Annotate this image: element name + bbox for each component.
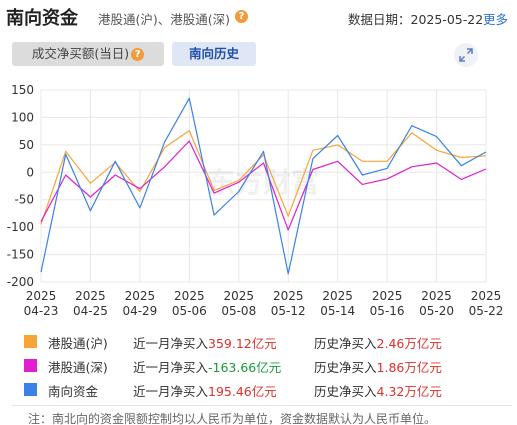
x-tick-date: 04-25: [73, 304, 108, 318]
tab-south-history[interactable]: 南向历史: [172, 42, 256, 66]
legend-month: 近一月净买入-163.66亿元: [133, 360, 282, 375]
header: 南向资金 港股通(沪)、港股通(深) ? 数据日期：2025-05-22 更多: [0, 0, 517, 34]
legend: 港股通(沪) 近一月净买入359.12亿元 历史净买入2.46万亿元 港股通(深…: [12, 329, 512, 401]
footnote: 注：南北向的资金限额控制均以人民币为单位，资金数据默认为人民币单位。: [28, 412, 437, 425]
y-tick-label: -50: [14, 193, 34, 207]
y-tick-label: 0: [26, 165, 34, 179]
x-tick-date: 05-06: [172, 304, 207, 318]
more-link[interactable]: 更多: [483, 12, 509, 27]
series-line: [40, 97, 487, 275]
y-tick-label: -150: [7, 248, 34, 262]
legend-month: 近一月净买入195.46亿元: [133, 384, 277, 399]
expand-button[interactable]: [454, 43, 478, 67]
watermark: 东方财富: [207, 166, 319, 199]
legend-row-shen: 港股通(深) 近一月净买入-163.66亿元 历史净买入1.86万亿元: [12, 353, 512, 377]
x-tick-date: 05-12: [271, 304, 306, 318]
y-tick-label: 50: [19, 138, 34, 152]
x-tick-year: 2025: [224, 289, 255, 303]
south-flow-chart: 150100500-50-100-150-200202504-23202504-…: [7, 83, 504, 318]
divider: [12, 405, 512, 406]
x-tick-year: 2025: [471, 289, 502, 303]
legend-swatch: [24, 359, 37, 372]
legend-swatch: [24, 383, 37, 396]
page-title: 南向资金: [6, 8, 78, 29]
x-tick-date: 05-08: [221, 304, 256, 318]
expand-icon: [459, 48, 473, 62]
x-tick-date: 05-16: [370, 304, 405, 318]
x-tick-date: 05-14: [320, 304, 355, 318]
y-tick-label: 150: [11, 83, 34, 97]
legend-swatch: [24, 335, 37, 348]
data-date: 数据日期：2025-05-22: [348, 12, 484, 27]
legend-name: 港股通(沪): [48, 336, 108, 351]
x-tick-year: 2025: [125, 289, 156, 303]
legend-row-south: 南向资金 近一月净买入195.46亿元 历史净买入4.32万亿元: [12, 377, 512, 401]
x-tick-date: 05-20: [419, 304, 454, 318]
x-tick-year: 2025: [174, 289, 205, 303]
legend-name: 南向资金: [48, 384, 99, 399]
y-tick-label: -100: [7, 220, 34, 234]
x-tick-year: 2025: [273, 289, 304, 303]
help-icon[interactable]: ?: [235, 10, 248, 23]
x-tick-year: 2025: [75, 289, 106, 303]
y-tick-label: -200: [7, 275, 34, 289]
legend-month: 近一月净买入359.12亿元: [133, 336, 277, 351]
x-tick-year: 2025: [26, 289, 57, 303]
tab-net-buy-today[interactable]: 成交净买额(当日)?: [12, 42, 164, 66]
legend-history: 历史净买入2.46万亿元: [314, 336, 442, 351]
x-tick-date: 05-22: [469, 304, 504, 318]
page-subtitle: 港股通(沪)、港股通(深): [98, 12, 231, 27]
x-tick-year: 2025: [372, 289, 403, 303]
x-tick-year: 2025: [322, 289, 353, 303]
series-line: [40, 140, 487, 231]
help-icon[interactable]: ?: [131, 48, 145, 61]
x-tick-date: 04-29: [122, 304, 157, 318]
y-tick-label: 100: [11, 110, 34, 124]
legend-history: 历史净买入1.86万亿元: [314, 360, 442, 375]
legend-row-hu: 港股通(沪) 近一月净买入359.12亿元 历史净买入2.46万亿元: [12, 329, 512, 353]
tab-net-buy-today-label: 成交净买额(当日): [31, 46, 130, 61]
x-tick-date: 04-23: [24, 304, 59, 318]
legend-history: 历史净买入4.32万亿元: [314, 384, 442, 399]
legend-name: 港股通(深): [48, 360, 108, 375]
x-tick-year: 2025: [421, 289, 452, 303]
